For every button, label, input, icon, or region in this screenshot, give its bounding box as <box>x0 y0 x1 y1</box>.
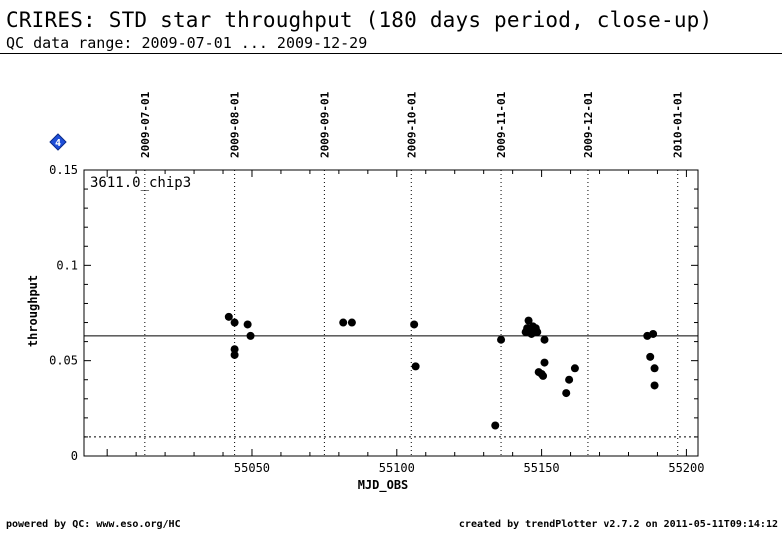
legend-diamond-label: 4 <box>55 138 61 149</box>
y-tick-label: 0.1 <box>56 258 78 272</box>
reference-lines <box>84 335 698 438</box>
data-point <box>230 350 239 359</box>
y-axis-title: throughput <box>26 275 40 347</box>
y-tick-label: 0.05 <box>49 354 78 368</box>
data-point <box>539 371 548 380</box>
plot-frame <box>83 169 699 457</box>
x-tick-label: 55150 <box>524 461 560 475</box>
axis-ticks <box>84 169 698 457</box>
month-label: 2009-10-01 <box>405 91 418 158</box>
data-point <box>540 335 549 344</box>
data-point <box>524 316 533 325</box>
data-point <box>230 318 239 327</box>
x-tick-label: 55100 <box>379 461 415 475</box>
month-grid <box>144 170 679 456</box>
x-axis-title: MJD_OBS <box>358 478 409 493</box>
axis-labels: 2009-07-01 2009-08-01 2009-09-01 2009-10-01… <box>26 91 704 493</box>
data-point <box>224 312 233 321</box>
page-subtitle: QC data range: 2009-07-01 ... 2009-12-29 <box>6 34 368 52</box>
data-point <box>533 328 542 337</box>
data-point <box>650 364 659 373</box>
data-point <box>562 389 571 398</box>
page-title: CRIRES: STD star throughput (180 days pe… <box>6 8 713 32</box>
data-point <box>570 364 579 373</box>
month-label: 2009-08-01 <box>229 91 242 158</box>
data-points <box>224 312 659 430</box>
data-point <box>491 421 500 430</box>
data-point <box>230 345 239 354</box>
x-tick-label: 55050 <box>234 461 270 475</box>
y-tick-label: 0 <box>71 449 78 463</box>
footer-powered-by: powered by QC: www.eso.org/HC <box>6 519 181 530</box>
data-point <box>565 375 574 384</box>
month-label: 2009-07-01 <box>139 91 152 158</box>
panel-label: 3611.0_chip3 <box>90 175 191 191</box>
x-tick-label: 55200 <box>668 461 704 475</box>
month-label: 2009-09-01 <box>318 91 331 158</box>
footer-created-by: created by trendPlotter v2.7.2 on 2011-0… <box>458 519 778 530</box>
header-divider <box>0 53 782 54</box>
data-point <box>347 318 356 327</box>
month-label: 2009-11-01 <box>495 91 508 158</box>
data-point <box>243 320 252 329</box>
data-point <box>650 381 659 390</box>
data-point <box>540 358 549 367</box>
data-point <box>339 318 348 327</box>
data-point <box>410 320 419 329</box>
month-label: 2010-01-01 <box>672 91 685 158</box>
data-point <box>649 329 658 338</box>
data-point <box>497 335 506 344</box>
data-point <box>411 362 420 371</box>
y-tick-label: 0.15 <box>49 163 78 177</box>
month-label: 2009-12-01 <box>582 91 595 158</box>
data-point <box>646 352 655 361</box>
data-point <box>246 331 255 340</box>
legend-diamond-icon <box>49 133 67 151</box>
